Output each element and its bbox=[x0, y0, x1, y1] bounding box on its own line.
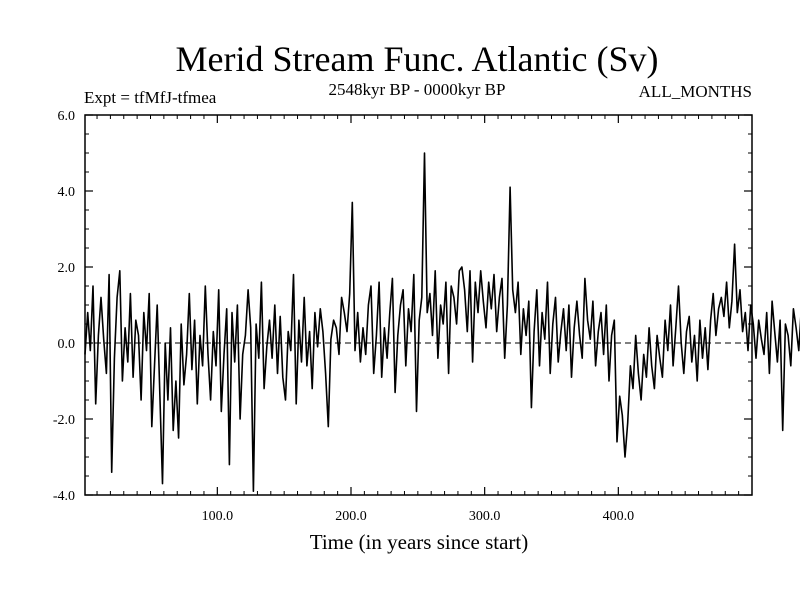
series-line bbox=[84, 152, 800, 493]
x-axis-label: Time (in years since start) bbox=[310, 530, 529, 554]
y-tick-label: -2.0 bbox=[53, 413, 75, 428]
y-tick-label: 4.0 bbox=[58, 185, 76, 200]
months-label: ALL_MONTHS bbox=[639, 82, 752, 101]
plot-frame bbox=[84, 114, 753, 496]
experiment-label: Expt = tfMfJ-tfmea bbox=[84, 88, 217, 107]
period-label: 2548kyr BP - 0000kyr BP bbox=[329, 80, 506, 99]
x-axis: 100.0 200.0 300.0 400.0 bbox=[96, 115, 740, 524]
x-tick-label: 100.0 bbox=[202, 509, 234, 524]
x-tick-label: 300.0 bbox=[469, 509, 501, 524]
y-tick-label: 2.0 bbox=[58, 261, 76, 276]
chart-title: Merid Stream Func. Atlantic (Sv) bbox=[176, 39, 659, 79]
x-tick-label: 400.0 bbox=[603, 509, 635, 524]
y-axis: -4.0 -2.0 0.0 2.0 4.0 6.0 bbox=[53, 109, 752, 504]
y-tick-label: 6.0 bbox=[58, 109, 76, 124]
y-tick-label: 0.0 bbox=[58, 337, 76, 352]
y-tick-label: -4.0 bbox=[53, 489, 75, 504]
x-tick-label: 200.0 bbox=[335, 509, 367, 524]
